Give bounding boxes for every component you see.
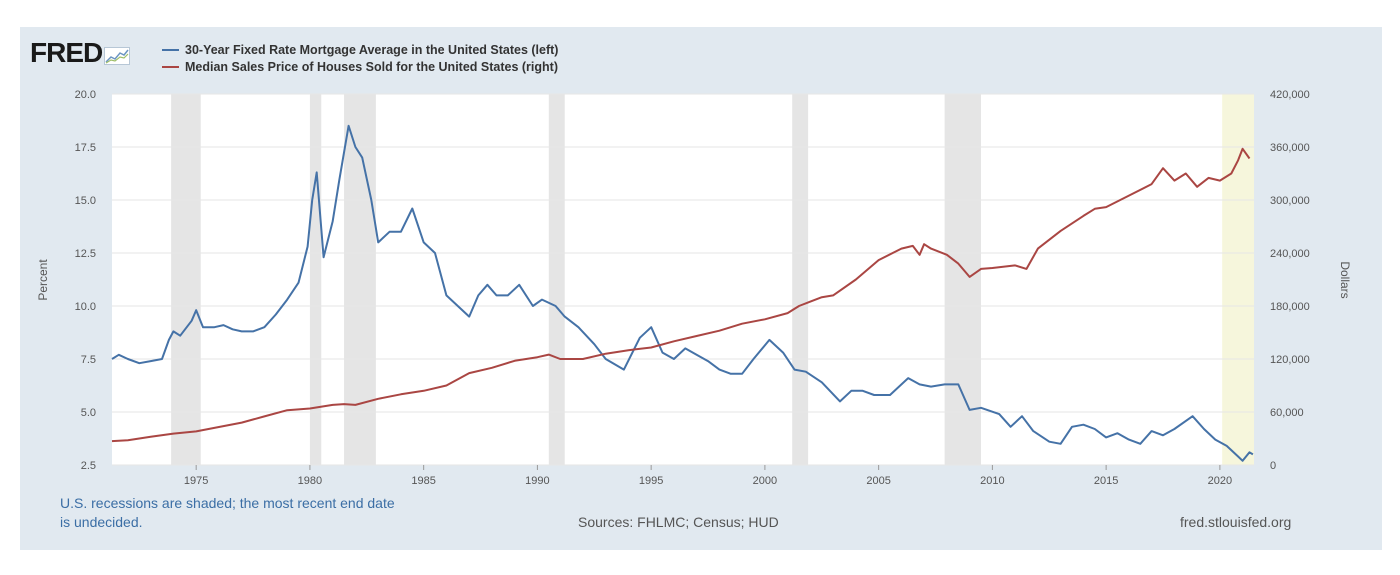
sources-text: Sources: FHLMC; Census; HUD xyxy=(578,514,779,530)
recession-band xyxy=(171,94,201,465)
y-left-tick-label: 15.0 xyxy=(75,195,96,207)
recession-band xyxy=(548,94,565,465)
legend-swatch-house-price xyxy=(162,65,179,68)
recession-band xyxy=(309,94,322,465)
y-right-tick-label: 120,000 xyxy=(1270,354,1310,366)
y-right-tick-label: 0 xyxy=(1270,460,1276,472)
x-tick-label: 2010 xyxy=(980,475,1004,487)
fred-logo[interactable]: FRED xyxy=(30,36,131,70)
legend-item-mortgage[interactable]: 30-Year Fixed Rate Mortgage Average in t… xyxy=(162,41,558,58)
x-tick-label: 1985 xyxy=(411,475,435,487)
recession-band xyxy=(944,94,982,465)
recession-note: U.S. recessions are shaded; the most rec… xyxy=(60,495,395,530)
y-left-tick-label: 10.0 xyxy=(75,301,96,313)
recession-band xyxy=(344,94,376,465)
x-tick-label: 2015 xyxy=(1094,475,1118,487)
series-line-mortgage xyxy=(111,124,1254,462)
x-tick-label: 1990 xyxy=(525,475,549,487)
legend-label-mortgage: 30-Year Fixed Rate Mortgage Average in t… xyxy=(185,42,559,57)
legend-swatch-mortgage xyxy=(162,48,179,51)
y-left-tick-label: 17.5 xyxy=(75,142,96,154)
series-lines xyxy=(111,124,1254,462)
x-tick-label: 2000 xyxy=(753,475,777,487)
y-left-tick-label: 12.5 xyxy=(75,248,96,260)
series-line-house-price xyxy=(111,147,1251,443)
y-right-tick-label: 300,000 xyxy=(1270,195,1310,207)
plot-area xyxy=(112,94,1254,465)
y-left-tick-label: 2.5 xyxy=(81,460,96,472)
chart-legend: 30-Year Fixed Rate Mortgage Average in t… xyxy=(162,41,558,75)
x-tick-label: 1975 xyxy=(184,475,208,487)
y-right-axis-title: Dollars xyxy=(1338,261,1352,298)
fred-logo-text: FRED xyxy=(30,37,103,68)
x-axis-ticks: 1975 1980 1985 1990 1995 2000 2005 2010 2015 2020 xyxy=(184,465,1232,487)
x-tick-label: 2005 xyxy=(866,475,890,487)
y-right-tick-label: 420,000 xyxy=(1270,89,1310,101)
y-right-tick-label: 60,000 xyxy=(1270,407,1304,419)
right-axis-ticks: 0 60,000 120,000 180,000 240,000 300,000 360,0… xyxy=(1270,89,1310,472)
legend-label-house-price: Median Sales Price of Houses Sold for th… xyxy=(185,59,558,74)
grid-lines xyxy=(112,93,1254,466)
y-right-tick-label: 180,000 xyxy=(1270,301,1310,313)
x-tick-label: 2020 xyxy=(1208,475,1232,487)
site-link[interactable]: fred.stlouisfed.org xyxy=(1180,514,1292,530)
legend-item-house-price[interactable]: Median Sales Price of Houses Sold for th… xyxy=(162,58,558,75)
x-tick-label: 1995 xyxy=(639,475,663,487)
y-left-tick-label: 20.0 xyxy=(75,89,96,101)
y-left-axis-title: Percent xyxy=(36,259,50,301)
y-right-tick-label: 240,000 xyxy=(1270,248,1310,260)
x-tick-label: 1980 xyxy=(298,475,322,487)
chart-graph-icon xyxy=(104,47,131,65)
y-right-tick-label: 360,000 xyxy=(1270,142,1310,154)
y-left-tick-label: 5.0 xyxy=(81,407,96,419)
left-axis-ticks: 2.5 5.0 7.5 10.0 12.5 15.0 17.5 20.0 xyxy=(75,89,96,472)
recession-band-undecided xyxy=(1222,94,1254,465)
y-left-tick-label: 7.5 xyxy=(81,354,96,366)
recession-band xyxy=(792,94,809,465)
